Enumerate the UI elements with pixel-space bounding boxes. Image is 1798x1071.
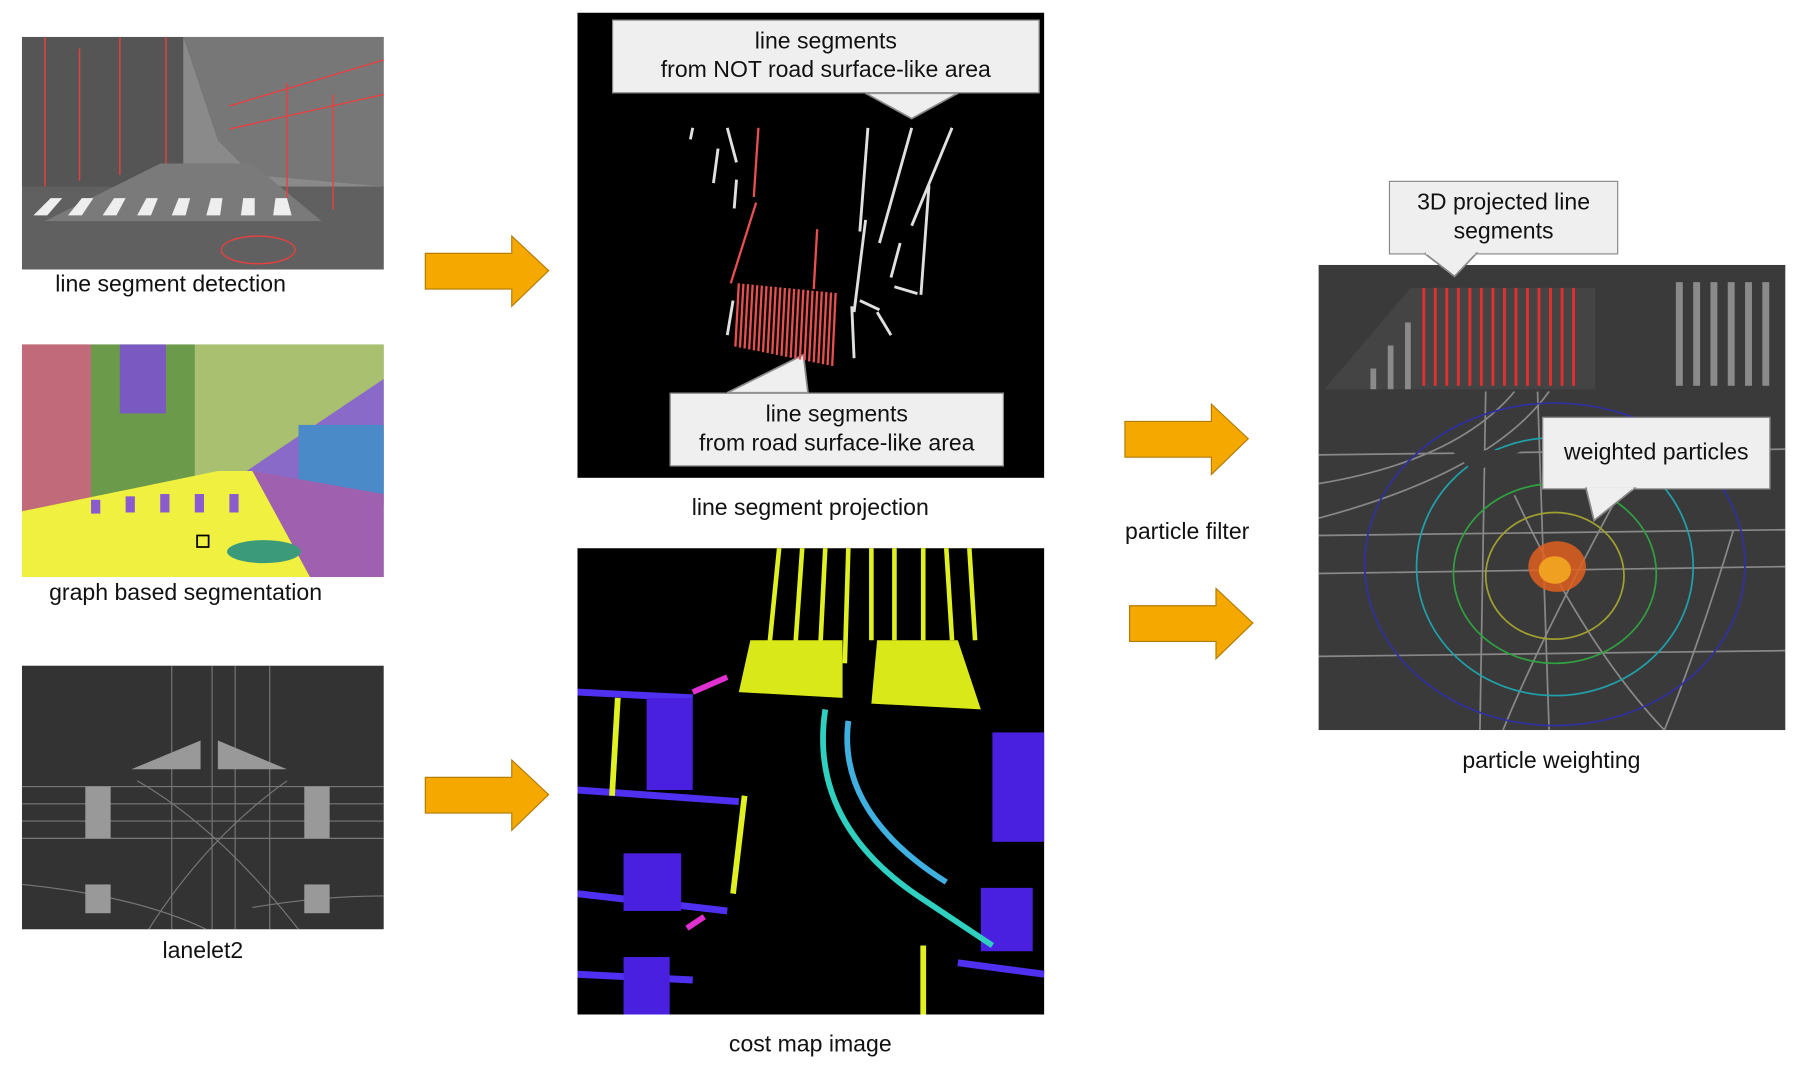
callout-text: from NOT road surface-like area	[660, 57, 991, 83]
lanelet2-map-image	[21, 665, 384, 930]
road-segment-line	[743, 284, 750, 349]
projected-segment-bar	[1549, 287, 1552, 386]
callout-3d-projected-segments: 3D projected line segments	[1388, 180, 1619, 255]
callout-text: from road surface-like area	[699, 430, 975, 457]
callout-text: line segments	[765, 401, 908, 428]
cost-map-caption: cost map image	[728, 1031, 892, 1058]
road-segment-line	[738, 283, 745, 348]
road-segment-line	[766, 286, 773, 354]
particle-weighting-image	[1318, 264, 1786, 731]
road-segment-line	[789, 288, 796, 358]
road-segment-line	[761, 285, 768, 353]
callout-road-segments: line segments from road surface-like are…	[669, 392, 1004, 467]
projected-segment-bar	[1502, 287, 1506, 386]
projected-segment-bar	[1479, 287, 1483, 386]
line-segment-detection-caption: line segment detection	[55, 271, 286, 298]
arrow-right-icon	[1128, 587, 1254, 661]
road-segment-line	[784, 288, 791, 357]
line-segment-detection-image	[21, 36, 384, 270]
callout-text: weighted particles	[1564, 439, 1749, 466]
road-segment-line	[821, 291, 828, 365]
particle-weighting-caption: particle weighting	[1462, 748, 1641, 774]
lanelet2-caption: lanelet2	[162, 938, 244, 964]
road-segment-line	[817, 291, 823, 364]
projected-segment-bar	[1445, 287, 1449, 386]
projected-segment-bar	[1560, 287, 1564, 386]
projected-segment-bar	[1456, 287, 1460, 386]
callout-text: line segments	[754, 28, 897, 55]
road-segment-line	[752, 285, 759, 351]
arrow-right-icon	[424, 758, 550, 832]
graph-based-segmentation-caption: graph based segmentation	[49, 580, 323, 606]
graph-based-segmentation-image	[21, 344, 384, 577]
road-segment-line	[831, 292, 837, 367]
projected-segment-bar	[1514, 287, 1518, 386]
projected-segment-bar	[1572, 287, 1576, 386]
callout-text: 3D projected line	[1417, 190, 1591, 216]
particle-filter-label: particle filter	[1125, 519, 1250, 545]
callout-non-road-segments: line segments from NOT road surface-like…	[612, 19, 1040, 94]
projected-segment-bar	[1433, 287, 1437, 386]
road-segment-line	[748, 284, 754, 350]
road-segment-line	[803, 290, 810, 361]
road-segment-line	[771, 286, 777, 355]
projected-segment-bar	[1526, 287, 1529, 386]
road-segment-line	[798, 289, 805, 360]
callout-text: segments	[1453, 218, 1554, 245]
projected-segment-bar	[1537, 287, 1541, 386]
projected-segment-bar	[1468, 287, 1472, 386]
road-segment-line	[780, 287, 787, 356]
road-segment-line	[775, 287, 782, 355]
road-segment-line	[794, 289, 800, 359]
projected-segment-bar	[1422, 287, 1426, 386]
line-segment-projection-caption: line segment projection	[691, 495, 929, 521]
cost-map-image	[577, 548, 1045, 1015]
callout-weighted-particles: weighted particles	[1542, 416, 1771, 490]
callout-pointer-icon	[1584, 487, 1637, 523]
arrow-right-icon	[424, 234, 550, 308]
road-segment-line	[812, 291, 819, 363]
road-segment-line	[826, 292, 833, 366]
callout-pointer-icon	[1424, 252, 1479, 278]
road-segment-line	[807, 290, 814, 362]
road-segment-line	[757, 285, 764, 352]
road-segment-line	[734, 283, 740, 347]
projected-segment-bar	[1491, 287, 1495, 386]
arrow-right-icon	[1124, 403, 1250, 476]
